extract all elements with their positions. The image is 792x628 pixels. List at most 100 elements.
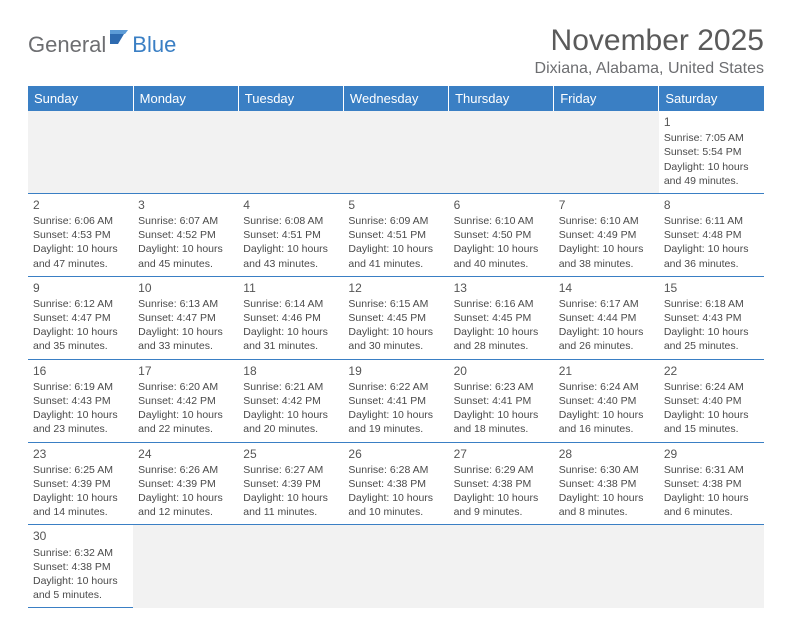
empty-cell: [659, 525, 764, 608]
day-number: 9: [33, 280, 128, 296]
sunrise-line: Sunrise: 6:29 AM: [454, 463, 549, 477]
day-cell: 22Sunrise: 6:24 AMSunset: 4:40 PMDayligh…: [659, 359, 764, 442]
day-cell: 24Sunrise: 6:26 AMSunset: 4:39 PMDayligh…: [133, 442, 238, 525]
sunset-line: Sunset: 4:42 PM: [243, 394, 338, 408]
calendar-row: 23Sunrise: 6:25 AMSunset: 4:39 PMDayligh…: [28, 442, 764, 525]
sunrise-line: Sunrise: 6:10 AM: [559, 214, 654, 228]
daylight-line: Daylight: 10 hours and 16 minutes.: [559, 408, 654, 436]
daylight-line: Daylight: 10 hours and 15 minutes.: [664, 408, 759, 436]
day-number: 17: [138, 363, 233, 379]
daylight-line: Daylight: 10 hours and 9 minutes.: [454, 491, 549, 519]
header: General Blue November 2025 Dixiana, Alab…: [28, 24, 764, 78]
daylight-line: Daylight: 10 hours and 38 minutes.: [559, 242, 654, 270]
sunrise-line: Sunrise: 6:24 AM: [664, 380, 759, 394]
day-number: 22: [664, 363, 759, 379]
sunset-line: Sunset: 4:38 PM: [454, 477, 549, 491]
sunset-line: Sunset: 4:41 PM: [348, 394, 443, 408]
sunset-line: Sunset: 4:48 PM: [664, 228, 759, 242]
day-number: 27: [454, 446, 549, 462]
flag-icon: [110, 30, 132, 51]
sunset-line: Sunset: 4:39 PM: [33, 477, 128, 491]
daylight-line: Daylight: 10 hours and 41 minutes.: [348, 242, 443, 270]
day-number: 26: [348, 446, 443, 462]
day-number: 15: [664, 280, 759, 296]
sunset-line: Sunset: 4:42 PM: [138, 394, 233, 408]
daylight-line: Daylight: 10 hours and 40 minutes.: [454, 242, 549, 270]
day-cell: 10Sunrise: 6:13 AMSunset: 4:47 PMDayligh…: [133, 276, 238, 359]
sunset-line: Sunset: 4:52 PM: [138, 228, 233, 242]
day-cell: 18Sunrise: 6:21 AMSunset: 4:42 PMDayligh…: [238, 359, 343, 442]
calendar-table: SundayMondayTuesdayWednesdayThursdayFrid…: [28, 86, 764, 608]
day-number: 2: [33, 197, 128, 213]
sunrise-line: Sunrise: 6:20 AM: [138, 380, 233, 394]
sunrise-line: Sunrise: 6:24 AM: [559, 380, 654, 394]
empty-cell: [449, 525, 554, 608]
day-cell: 30Sunrise: 6:32 AMSunset: 4:38 PMDayligh…: [28, 525, 133, 608]
weekday-header: Monday: [133, 86, 238, 111]
sunset-line: Sunset: 4:47 PM: [138, 311, 233, 325]
day-number: 8: [664, 197, 759, 213]
empty-cell: [554, 525, 659, 608]
day-cell: 5Sunrise: 6:09 AMSunset: 4:51 PMDaylight…: [343, 193, 448, 276]
day-number: 10: [138, 280, 233, 296]
sunrise-line: Sunrise: 6:15 AM: [348, 297, 443, 311]
day-cell: 3Sunrise: 6:07 AMSunset: 4:52 PMDaylight…: [133, 193, 238, 276]
sunrise-line: Sunrise: 6:28 AM: [348, 463, 443, 477]
day-cell: 17Sunrise: 6:20 AMSunset: 4:42 PMDayligh…: [133, 359, 238, 442]
day-number: 16: [33, 363, 128, 379]
sunrise-line: Sunrise: 6:26 AM: [138, 463, 233, 477]
calendar-row: 9Sunrise: 6:12 AMSunset: 4:47 PMDaylight…: [28, 276, 764, 359]
daylight-line: Daylight: 10 hours and 14 minutes.: [33, 491, 128, 519]
title-block: November 2025 Dixiana, Alabama, United S…: [535, 24, 764, 78]
daylight-line: Daylight: 10 hours and 19 minutes.: [348, 408, 443, 436]
daylight-line: Daylight: 10 hours and 8 minutes.: [559, 491, 654, 519]
daylight-line: Daylight: 10 hours and 22 minutes.: [138, 408, 233, 436]
sunrise-line: Sunrise: 6:27 AM: [243, 463, 338, 477]
day-cell: 6Sunrise: 6:10 AMSunset: 4:50 PMDaylight…: [449, 193, 554, 276]
sunset-line: Sunset: 4:38 PM: [33, 560, 128, 574]
empty-cell: [343, 111, 448, 193]
sunrise-line: Sunrise: 6:16 AM: [454, 297, 549, 311]
daylight-line: Daylight: 10 hours and 45 minutes.: [138, 242, 233, 270]
sunset-line: Sunset: 4:39 PM: [243, 477, 338, 491]
day-cell: 13Sunrise: 6:16 AMSunset: 4:45 PMDayligh…: [449, 276, 554, 359]
page: General Blue November 2025 Dixiana, Alab…: [0, 0, 792, 628]
location: Dixiana, Alabama, United States: [535, 60, 764, 78]
weekday-header: Friday: [554, 86, 659, 111]
daylight-line: Daylight: 10 hours and 23 minutes.: [33, 408, 128, 436]
day-cell: 26Sunrise: 6:28 AMSunset: 4:38 PMDayligh…: [343, 442, 448, 525]
daylight-line: Daylight: 10 hours and 11 minutes.: [243, 491, 338, 519]
sunset-line: Sunset: 4:44 PM: [559, 311, 654, 325]
sunset-line: Sunset: 4:50 PM: [454, 228, 549, 242]
sunset-line: Sunset: 4:45 PM: [348, 311, 443, 325]
empty-cell: [133, 111, 238, 193]
day-number: 5: [348, 197, 443, 213]
day-cell: 14Sunrise: 6:17 AMSunset: 4:44 PMDayligh…: [554, 276, 659, 359]
day-cell: 21Sunrise: 6:24 AMSunset: 4:40 PMDayligh…: [554, 359, 659, 442]
sunset-line: Sunset: 4:45 PM: [454, 311, 549, 325]
calendar-row: 1Sunrise: 7:05 AMSunset: 5:54 PMDaylight…: [28, 111, 764, 193]
daylight-line: Daylight: 10 hours and 49 minutes.: [664, 160, 759, 188]
empty-cell: [238, 525, 343, 608]
empty-cell: [238, 111, 343, 193]
calendar-row: 30Sunrise: 6:32 AMSunset: 4:38 PMDayligh…: [28, 525, 764, 608]
day-number: 20: [454, 363, 549, 379]
sunset-line: Sunset: 4:38 PM: [559, 477, 654, 491]
sunset-line: Sunset: 4:43 PM: [664, 311, 759, 325]
calendar-body: 1Sunrise: 7:05 AMSunset: 5:54 PMDaylight…: [28, 111, 764, 608]
day-number: 21: [559, 363, 654, 379]
day-cell: 12Sunrise: 6:15 AMSunset: 4:45 PMDayligh…: [343, 276, 448, 359]
day-number: 24: [138, 446, 233, 462]
daylight-line: Daylight: 10 hours and 36 minutes.: [664, 242, 759, 270]
sunrise-line: Sunrise: 6:17 AM: [559, 297, 654, 311]
sunset-line: Sunset: 4:38 PM: [664, 477, 759, 491]
sunrise-line: Sunrise: 6:07 AM: [138, 214, 233, 228]
sunrise-line: Sunrise: 7:05 AM: [664, 131, 759, 145]
daylight-line: Daylight: 10 hours and 12 minutes.: [138, 491, 233, 519]
day-cell: 4Sunrise: 6:08 AMSunset: 4:51 PMDaylight…: [238, 193, 343, 276]
sunrise-line: Sunrise: 6:19 AM: [33, 380, 128, 394]
daylight-line: Daylight: 10 hours and 30 minutes.: [348, 325, 443, 353]
sunrise-line: Sunrise: 6:14 AM: [243, 297, 338, 311]
empty-cell: [28, 111, 133, 193]
day-cell: 23Sunrise: 6:25 AMSunset: 4:39 PMDayligh…: [28, 442, 133, 525]
